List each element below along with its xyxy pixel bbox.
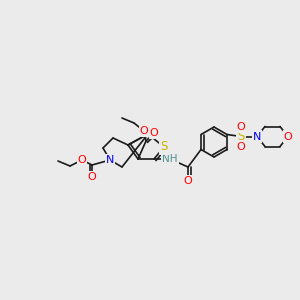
Text: O: O bbox=[150, 128, 158, 138]
Text: O: O bbox=[78, 155, 86, 165]
Text: N: N bbox=[106, 155, 114, 165]
Text: O: O bbox=[88, 172, 96, 182]
Text: NH: NH bbox=[162, 154, 178, 164]
Text: S: S bbox=[160, 140, 168, 154]
Text: O: O bbox=[237, 122, 245, 131]
Text: O: O bbox=[237, 142, 245, 152]
Text: O: O bbox=[140, 126, 148, 136]
Text: N: N bbox=[253, 131, 261, 142]
Text: O: O bbox=[184, 176, 192, 186]
Text: O: O bbox=[284, 131, 292, 142]
Text: S: S bbox=[237, 130, 245, 143]
